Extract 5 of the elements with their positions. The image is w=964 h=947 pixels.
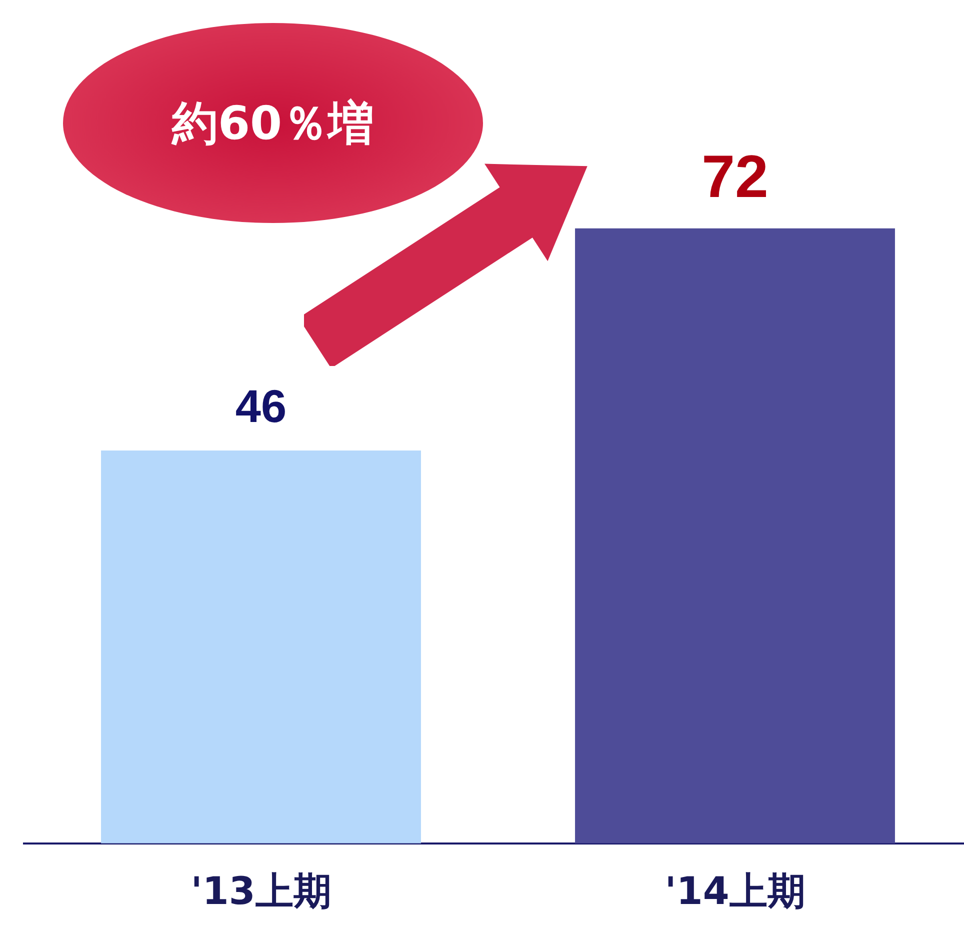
data-label: 72 bbox=[702, 142, 768, 210]
data-label: 46 bbox=[235, 380, 287, 432]
x-tick-label: '13上期 bbox=[190, 869, 332, 914]
text: 約60％増 bbox=[170, 95, 375, 152]
x-tick-label: '14上期 bbox=[664, 869, 806, 914]
